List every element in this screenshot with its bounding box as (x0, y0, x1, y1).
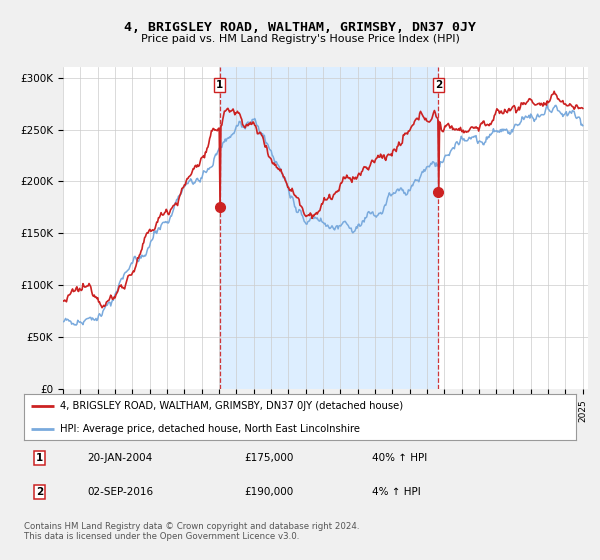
Text: £175,000: £175,000 (245, 453, 294, 463)
Text: 20-JAN-2004: 20-JAN-2004 (88, 453, 153, 463)
Text: 1: 1 (36, 453, 43, 463)
Text: 4, BRIGSLEY ROAD, WALTHAM, GRIMSBY, DN37 0JY: 4, BRIGSLEY ROAD, WALTHAM, GRIMSBY, DN37… (124, 21, 476, 34)
Text: Price paid vs. HM Land Registry's House Price Index (HPI): Price paid vs. HM Land Registry's House … (140, 34, 460, 44)
Text: 2: 2 (435, 80, 442, 90)
Text: 4, BRIGSLEY ROAD, WALTHAM, GRIMSBY, DN37 0JY (detached house): 4, BRIGSLEY ROAD, WALTHAM, GRIMSBY, DN37… (60, 401, 403, 411)
Text: 40% ↑ HPI: 40% ↑ HPI (372, 453, 427, 463)
Text: 4% ↑ HPI: 4% ↑ HPI (372, 487, 421, 497)
Text: 02-SEP-2016: 02-SEP-2016 (88, 487, 154, 497)
Text: 1: 1 (216, 80, 223, 90)
Text: HPI: Average price, detached house, North East Lincolnshire: HPI: Average price, detached house, Nort… (60, 424, 360, 435)
Text: Contains HM Land Registry data © Crown copyright and database right 2024.
This d: Contains HM Land Registry data © Crown c… (24, 522, 359, 542)
Bar (220, 67, 439, 389)
Text: 2: 2 (36, 487, 43, 497)
Text: £190,000: £190,000 (245, 487, 294, 497)
